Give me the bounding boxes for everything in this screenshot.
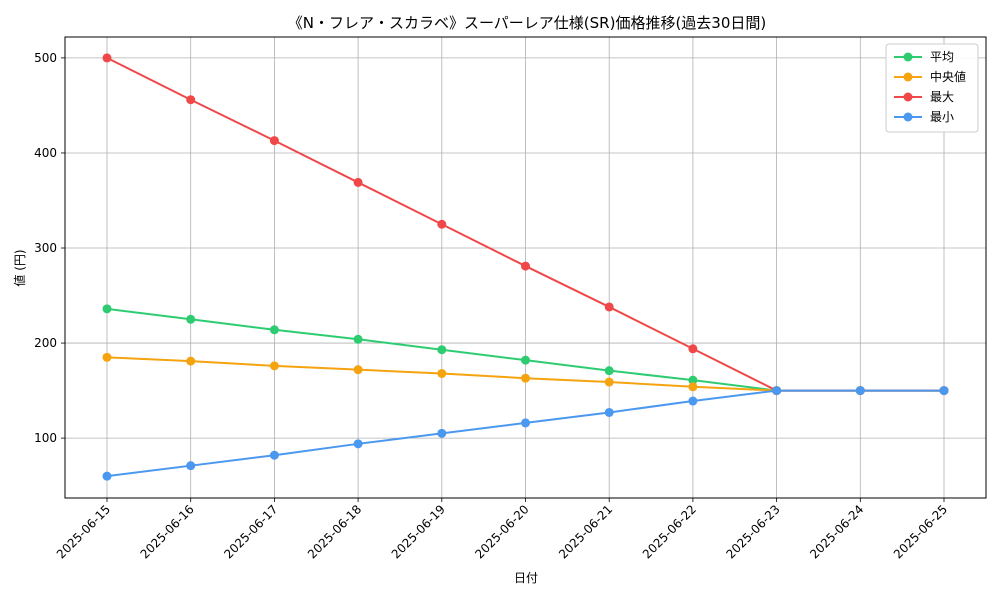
legend-marker: [903, 72, 913, 82]
chart-title: 《N・フレア・スカラベ》スーパーレア仕様(SR)価格推移(過去30日間): [288, 14, 767, 32]
data-point: [521, 373, 530, 383]
legend-item: 平均: [894, 50, 954, 64]
series-layer: [102, 53, 949, 481]
data-point: [437, 219, 447, 229]
data-point: [855, 386, 865, 396]
data-point: [186, 461, 196, 471]
data-point: [353, 177, 363, 187]
data-point: [353, 439, 363, 449]
data-point: [269, 450, 279, 460]
y-tick-label: 200: [34, 336, 57, 350]
legend-box: [885, 43, 979, 133]
data-point: [604, 302, 614, 312]
data-point: [604, 366, 614, 376]
data-point: [102, 352, 112, 362]
data-point: [772, 386, 782, 396]
legend-label: 中央値: [930, 69, 966, 84]
data-point: [688, 344, 698, 354]
legend-label: 最小: [930, 110, 954, 124]
legend-label: 最大: [930, 90, 954, 104]
data-point: [102, 471, 112, 481]
legend-label: 平均: [930, 50, 954, 64]
plot-frame: [64, 36, 987, 499]
data-point: [604, 377, 614, 387]
data-point: [939, 386, 949, 396]
data-point: [269, 136, 279, 146]
data-point: [688, 396, 698, 406]
data-point: [521, 355, 530, 365]
data-point: [269, 325, 279, 335]
data-point: [102, 304, 112, 314]
data-point: [186, 95, 196, 105]
data-point: [353, 365, 363, 375]
data-point: [186, 356, 196, 366]
y-tick-label: 400: [34, 146, 57, 160]
data-point: [521, 418, 530, 428]
legend-item: 最大: [894, 90, 954, 104]
data-point: [353, 334, 363, 344]
x-axis-title: 日付: [514, 571, 538, 585]
grid: [65, 37, 986, 498]
y-tick-label: 500: [34, 51, 57, 65]
data-point: [186, 314, 196, 324]
data-point: [437, 345, 447, 355]
y-tick-label: 300: [34, 241, 57, 255]
data-point: [521, 261, 530, 271]
legend-marker: [903, 52, 913, 62]
legend-marker: [903, 92, 913, 102]
data-point: [688, 382, 698, 392]
legend-item: 最小: [894, 110, 954, 124]
data-point: [102, 53, 112, 63]
data-point: [437, 368, 447, 378]
y-tick-label: 100: [34, 431, 57, 445]
data-point: [604, 407, 614, 417]
legend-item: 中央値: [894, 69, 966, 84]
data-point: [437, 428, 447, 438]
y-axis-title: 値 (円): [12, 249, 27, 286]
legend-marker: [903, 112, 913, 122]
data-point: [269, 361, 279, 371]
series-最小: [102, 386, 949, 481]
data-point: [688, 375, 698, 385]
